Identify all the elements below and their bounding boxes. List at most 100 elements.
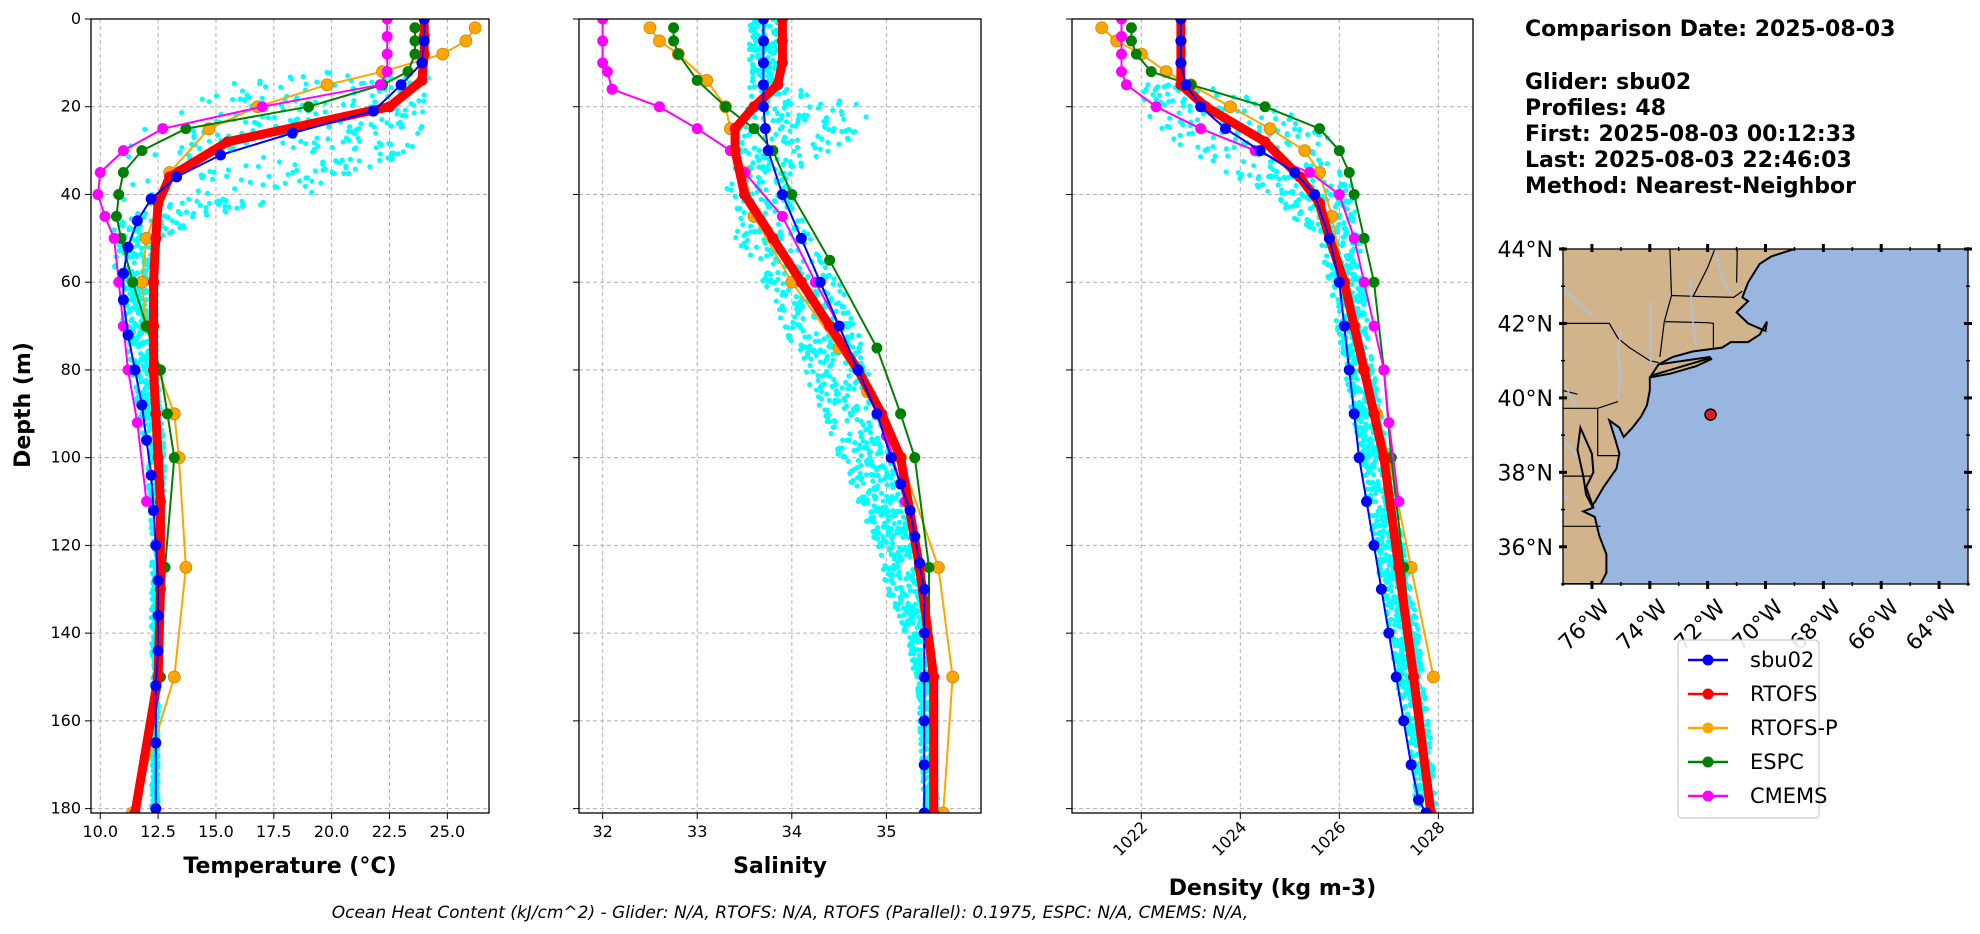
glider-scatter-point: [177, 149, 183, 156]
glider-scatter-point: [804, 112, 810, 119]
glider-scatter-point: [1177, 132, 1183, 138]
x-tick-label: 32: [592, 822, 612, 841]
glider-scatter-point: [1396, 642, 1402, 648]
glider-scatter-point: [1398, 650, 1404, 656]
glider-scatter-point: [1303, 221, 1310, 228]
glider-scatter-point: [191, 210, 197, 217]
glider-scatter-point: [850, 344, 856, 350]
glider-scatter-point: [314, 135, 320, 141]
series-point-sbu02: [367, 105, 379, 117]
glider-scatter-point: [788, 337, 794, 344]
glider-scatter-point: [239, 88, 246, 94]
series-point-espc: [1358, 232, 1370, 244]
glider-scatter-point: [768, 279, 775, 285]
glider-scatter-point: [839, 111, 845, 118]
series-point-rtofs-p: [459, 34, 473, 48]
glider-scatter-point: [899, 546, 906, 552]
glider-scatter-point: [399, 112, 405, 118]
glider-scatter-point: [767, 65, 774, 71]
glider-scatter-point: [1349, 259, 1355, 266]
glider-scatter-point: [764, 253, 770, 259]
glider-scatter-point: [883, 493, 890, 499]
series-point-sbu02: [152, 610, 164, 622]
glider-scatter-point: [842, 397, 848, 404]
depth-axis-title: Depth (m): [11, 342, 36, 468]
glider-scatter-point: [224, 173, 230, 179]
first-time: First: 2025-08-03 00:12:33: [1525, 122, 1856, 147]
glider-scatter-point: [753, 19, 759, 24]
glider-scatter-point: [1377, 561, 1383, 567]
glider-scatter-point: [152, 152, 158, 158]
glider-scatter-point: [841, 291, 847, 298]
glider-scatter-point: [917, 696, 923, 703]
series-point-rtofs-p: [1298, 144, 1312, 158]
glider-scatter-point: [775, 269, 781, 276]
glider-scatter-point: [1348, 351, 1354, 358]
glider-scatter-point: [918, 647, 924, 653]
glider-scatter-point: [874, 483, 880, 489]
glider-scatter-point: [1292, 121, 1299, 127]
glider-scatter-point: [1358, 419, 1364, 425]
lon-tick-label: 66°W: [1844, 595, 1905, 656]
glider-scatter-point: [126, 154, 132, 160]
glider-scatter-point: [732, 194, 738, 200]
series-point-cmems: [381, 19, 393, 25]
glider-scatter-point: [789, 123, 795, 129]
glider-scatter-point: [1281, 120, 1287, 127]
glider-scatter-point: [1338, 181, 1345, 187]
glider-scatter-point: [777, 315, 784, 321]
glider-scatter-point: [851, 466, 857, 473]
glider-scatter-point: [1325, 273, 1331, 280]
glider-scatter-point: [300, 74, 306, 80]
series-point-sbu02: [1383, 627, 1395, 639]
glider-scatter-point: [1267, 164, 1273, 170]
glider-scatter-point: [778, 306, 784, 312]
glider-scatter-point: [294, 167, 300, 173]
series-point-sbu02: [1175, 19, 1187, 25]
glider-scatter-point: [889, 541, 896, 547]
series-line-sbu02: [122, 19, 426, 809]
glider-scatter-point: [340, 139, 346, 145]
glider-scatter-point: [890, 571, 896, 578]
glider-scatter-point: [850, 321, 856, 327]
glider-scatter-point: [783, 119, 790, 125]
glider-scatter-point: [858, 418, 864, 424]
glider-scatter-point: [1180, 122, 1186, 128]
glider-scatter-point: [1407, 599, 1413, 606]
glider-scatter-point: [1386, 597, 1392, 603]
glider-scatter-point: [918, 711, 925, 717]
lat-tick-label: 38°N: [1498, 461, 1553, 486]
glider-scatter-point: [894, 530, 901, 536]
x-tick-label: 22.5: [372, 822, 408, 841]
glider-scatter-point: [211, 169, 217, 175]
glider-scatter-point: [1389, 637, 1396, 643]
glider-scatter-point: [138, 357, 144, 363]
glider-scatter-point: [1279, 187, 1285, 193]
series-point-sbu02: [150, 803, 162, 813]
glider-scatter-point: [148, 614, 154, 621]
glider-scatter-point: [1365, 335, 1371, 341]
glider-scatter-point: [340, 102, 347, 108]
glider-scatter-point: [824, 273, 830, 280]
glider-scatter-point: [127, 309, 133, 315]
series-point-sbu02: [918, 807, 930, 813]
profile-panel-1: 10.0 12.5 15.0 17.5 20.0 22.5 25.0 0 20 40 60 80 100…: [50, 9, 490, 879]
series-point-sbu02: [136, 399, 148, 411]
comparison-date: Comparison Date: 2025-08-03: [1525, 17, 1895, 42]
glider-scatter-point: [1362, 398, 1368, 405]
glider-scatter-point: [312, 168, 318, 174]
glider-scatter-point: [259, 95, 265, 101]
glider-scatter-point: [790, 319, 796, 326]
glider-scatter-point: [178, 223, 184, 229]
glider-scatter-point: [785, 287, 792, 293]
glider-scatter-point: [1343, 376, 1350, 382]
glider-scatter-point: [749, 191, 755, 197]
glider-scatter-point: [293, 117, 299, 123]
glider-scatter-point: [1363, 464, 1370, 470]
glider-scatter-point: [173, 220, 180, 226]
glider-scatter-point: [911, 656, 917, 662]
series-point-espc: [1368, 276, 1380, 288]
series-point-sbu02: [150, 539, 162, 551]
glider-scatter-point: [191, 132, 197, 139]
glider-scatter-point: [1285, 204, 1291, 210]
